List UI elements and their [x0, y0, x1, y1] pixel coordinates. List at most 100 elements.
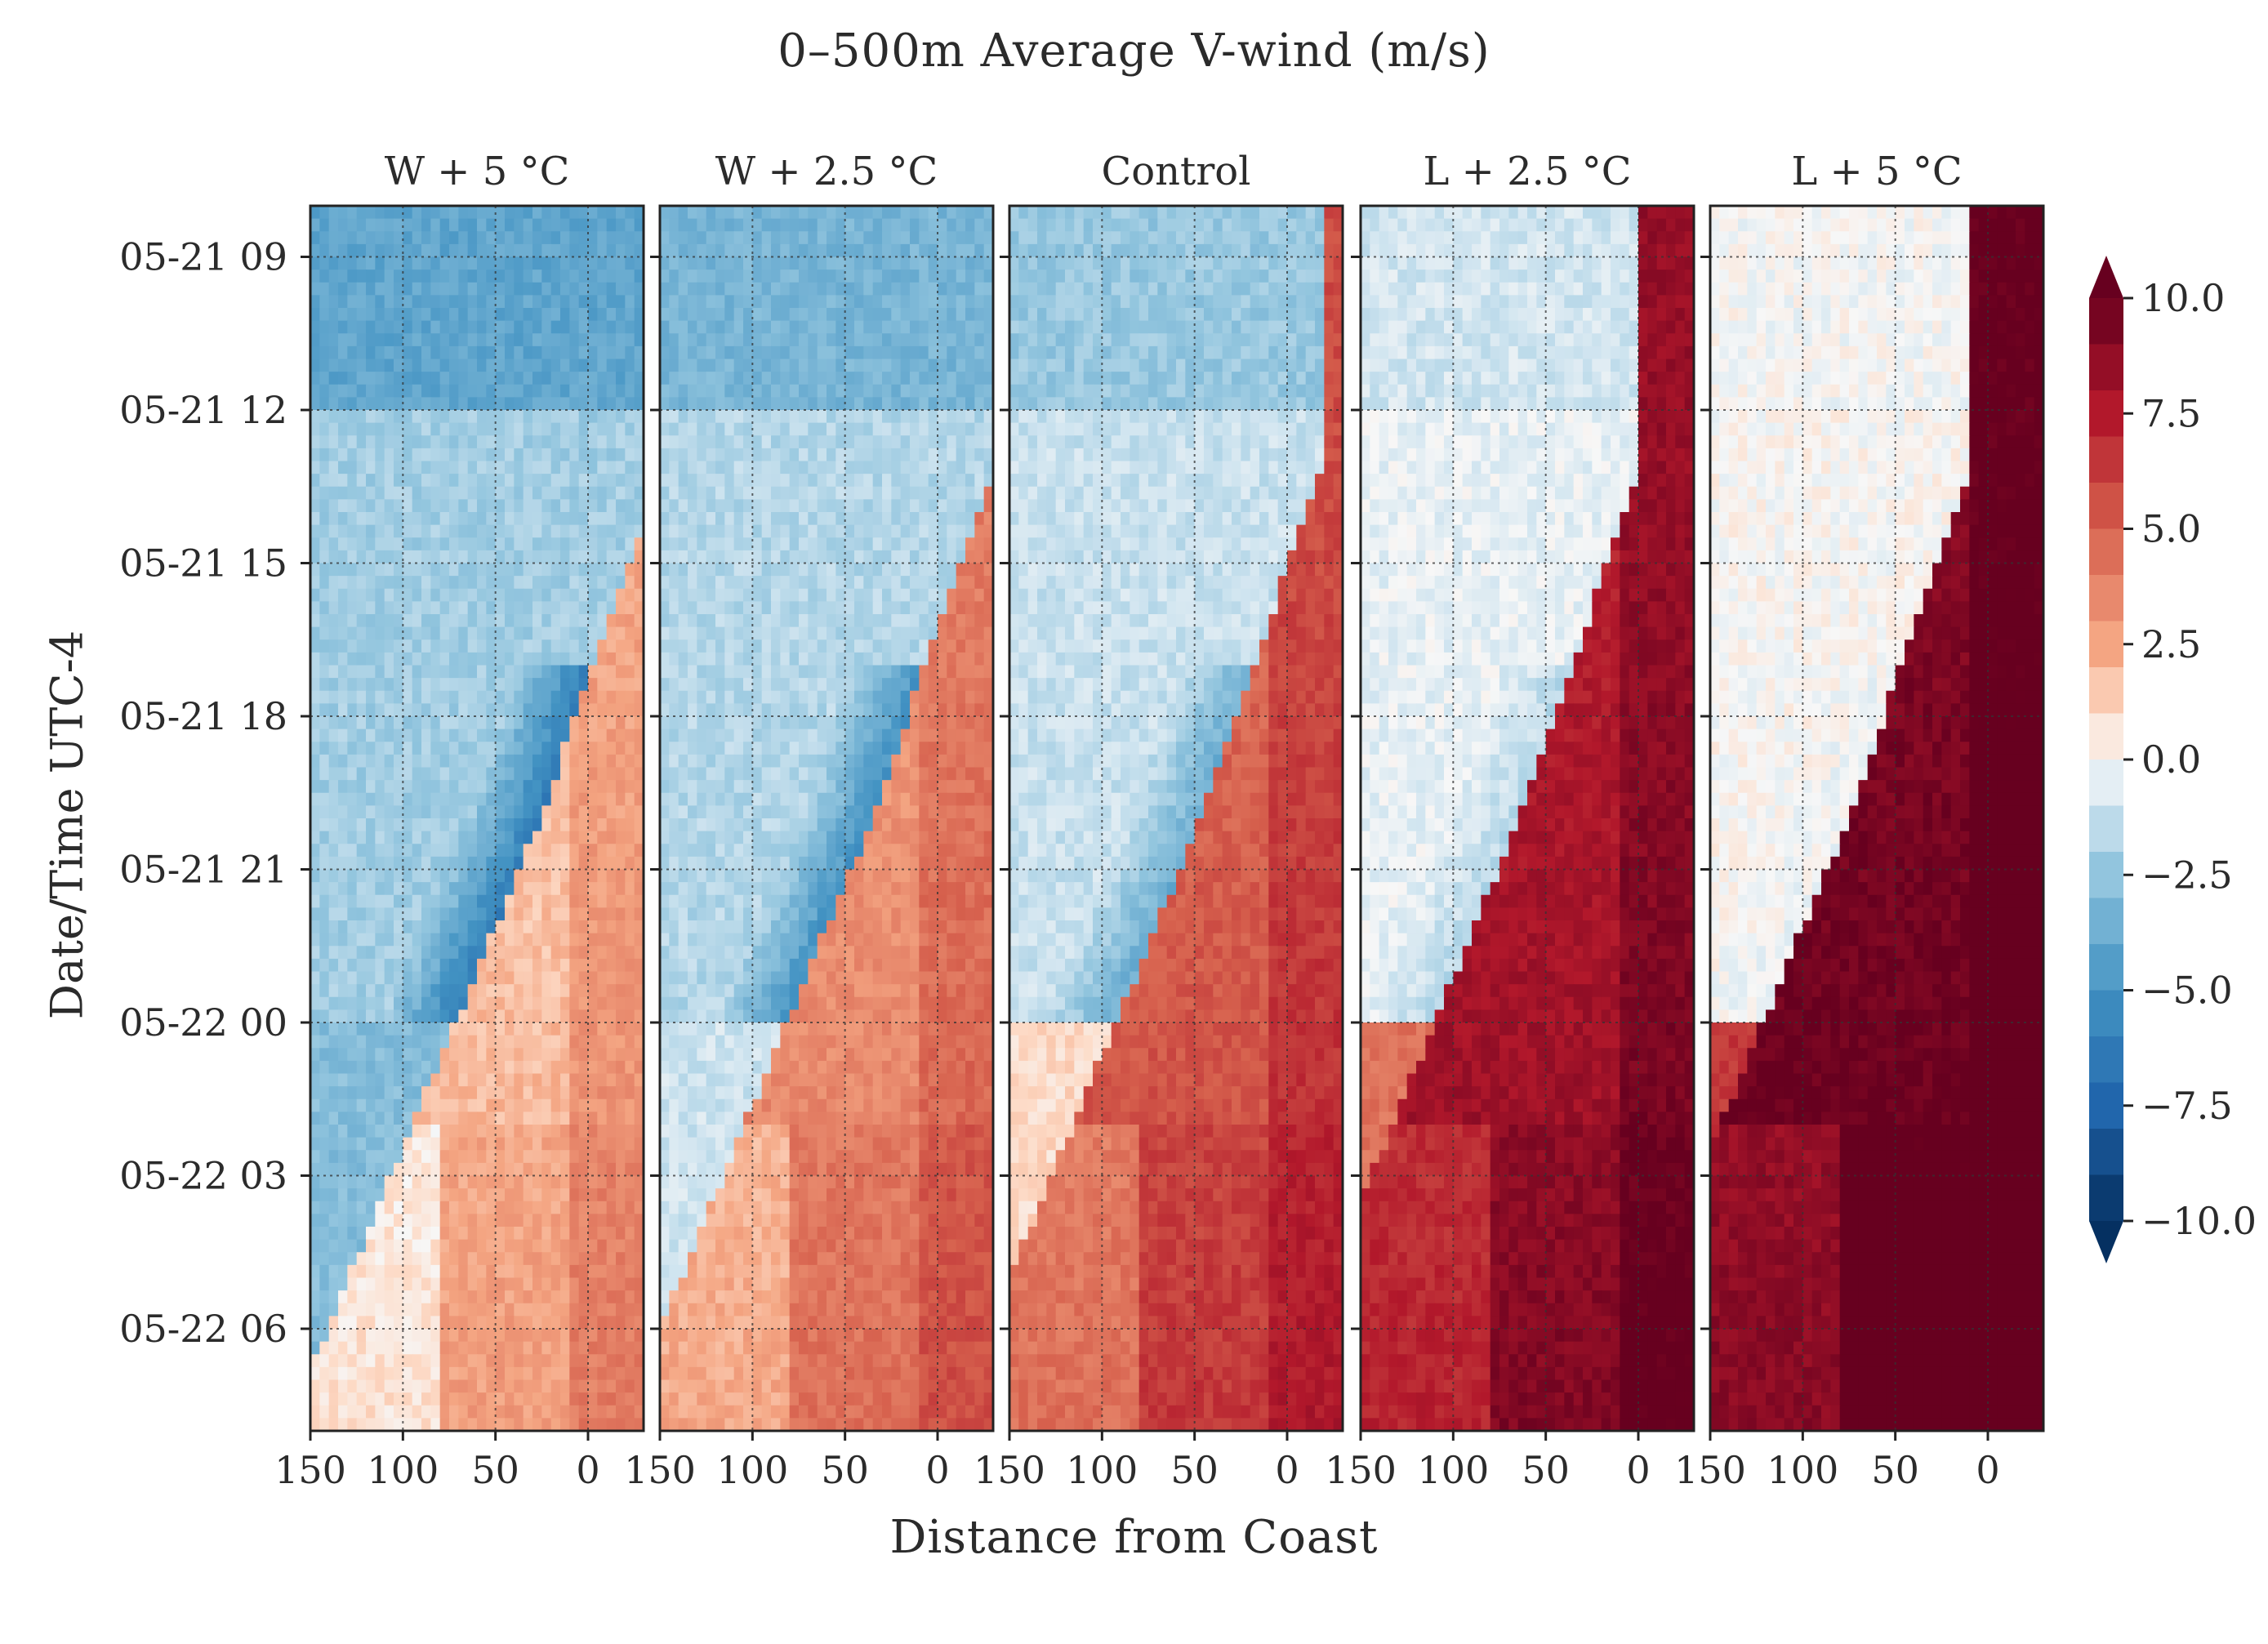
heatmap-cell — [891, 359, 902, 372]
heatmap-cell — [430, 958, 441, 973]
heatmap-cell — [532, 588, 543, 603]
heatmap-cell — [486, 1392, 497, 1406]
heatmap-cell — [844, 550, 855, 564]
heatmap-cell — [458, 869, 469, 883]
heatmap-cell — [606, 243, 617, 258]
heatmap-cell — [394, 984, 404, 998]
heatmap-cell — [514, 345, 524, 360]
heatmap-cell — [328, 742, 339, 755]
heatmap-cell — [421, 601, 432, 615]
heatmap-cell — [669, 397, 680, 411]
heatmap-cell — [328, 576, 339, 590]
heatmap-cell — [733, 308, 744, 322]
heatmap-cell — [319, 716, 330, 730]
heatmap-cell — [616, 1379, 626, 1393]
heatmap-cell — [394, 1175, 404, 1189]
heatmap-cell — [541, 1329, 552, 1343]
heatmap-cell — [449, 1201, 460, 1215]
heatmap-cell — [983, 448, 993, 462]
heatmap-cell — [733, 537, 744, 551]
heatmap-cell — [835, 397, 846, 411]
heatmap-cell — [706, 703, 716, 717]
heatmap-cell — [486, 665, 497, 679]
heatmap-cell — [421, 780, 432, 794]
heatmap-cell — [319, 576, 330, 590]
heatmap-cell — [356, 1112, 367, 1125]
heatmap-cell — [688, 601, 698, 615]
heatmap-cell — [375, 295, 385, 309]
heatmap-cell — [956, 461, 966, 474]
heatmap-cell — [366, 665, 377, 679]
heatmap-cell — [578, 805, 589, 819]
heatmap-cell — [375, 946, 385, 960]
heatmap-cell — [733, 703, 744, 717]
heatmap-cell — [606, 792, 617, 807]
heatmap-cell — [467, 1264, 478, 1279]
heatmap-cell — [872, 282, 883, 296]
heatmap-cell — [328, 422, 339, 437]
heatmap-cell — [789, 243, 800, 258]
heatmap-cell — [965, 614, 976, 628]
heatmap-cell — [394, 971, 404, 985]
heatmap-cell — [919, 384, 929, 399]
heatmap-cell — [347, 435, 358, 449]
heatmap-cell — [532, 1060, 543, 1075]
heatmap-cell — [789, 256, 800, 270]
heatmap-cell — [733, 320, 744, 335]
heatmap-cell — [403, 728, 413, 743]
heatmap-cell — [789, 703, 800, 717]
heatmap-cell — [486, 1022, 497, 1036]
heatmap-cell — [449, 1162, 460, 1177]
heatmap-cell — [347, 882, 358, 896]
heatmap-cell — [495, 728, 506, 743]
heatmap-cell — [891, 282, 902, 296]
heatmap-cell — [477, 422, 488, 437]
heatmap-cell — [799, 218, 809, 233]
heatmap-cell — [882, 639, 893, 653]
heatmap-cell — [347, 333, 358, 347]
heatmap-cell — [947, 703, 957, 717]
heatmap-cell — [697, 499, 707, 513]
heatmap-cell — [523, 588, 533, 603]
heatmap-cell — [412, 805, 422, 819]
heatmap-cell — [403, 869, 413, 883]
heatmap-cell — [569, 1303, 580, 1317]
heatmap-cell — [541, 1366, 552, 1381]
heatmap-cell — [430, 448, 441, 462]
heatmap-cell — [743, 690, 754, 705]
heatmap-cell — [616, 397, 626, 411]
heatmap-cell — [541, 907, 552, 921]
heatmap-cell — [789, 333, 800, 347]
heatmap-cell — [752, 372, 763, 385]
heatmap-cell — [495, 742, 506, 755]
heatmap-cell — [688, 461, 698, 474]
heatmap-cell — [597, 1354, 608, 1368]
heatmap-cell — [486, 767, 497, 781]
heatmap-cell — [541, 1214, 552, 1227]
heatmap-cell — [384, 665, 394, 679]
heatmap-cell — [338, 486, 349, 501]
heatmap-cell — [403, 1162, 413, 1177]
heatmap-cell — [514, 678, 524, 692]
heatmap-cell — [835, 372, 846, 385]
heatmap-cell — [669, 639, 680, 653]
heatmap-cell — [375, 1188, 385, 1202]
heatmap-cell — [495, 537, 506, 551]
heatmap-cell — [724, 550, 735, 564]
heatmap-cell — [514, 1086, 524, 1100]
heatmap-cell — [569, 1086, 580, 1100]
heatmap-cell — [338, 372, 349, 385]
heatmap-cell — [560, 1405, 571, 1419]
heatmap-cell — [550, 958, 561, 973]
panel-title: W + 5 °C — [385, 149, 570, 194]
heatmap-cell — [625, 958, 635, 973]
heatmap-cell — [550, 1162, 561, 1177]
heatmap-cell — [625, 295, 635, 309]
heatmap-cell — [919, 333, 929, 347]
heatmap-cell — [900, 270, 911, 283]
heatmap-cell — [356, 831, 367, 845]
heatmap-cell — [697, 601, 707, 615]
heatmap-cell — [375, 614, 385, 628]
heatmap-cell — [560, 780, 571, 794]
heatmap-cell — [495, 422, 506, 437]
